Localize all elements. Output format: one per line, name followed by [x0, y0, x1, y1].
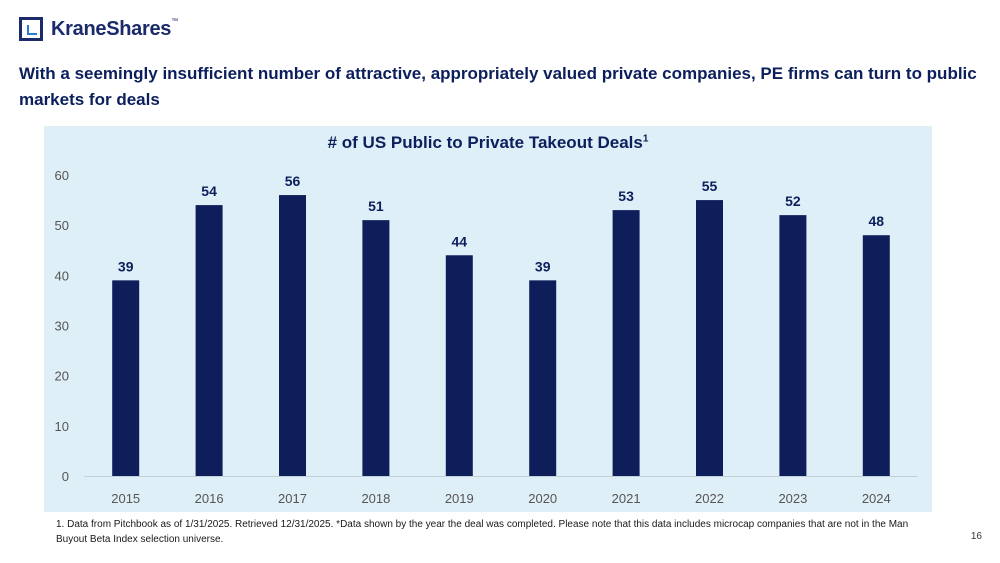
x-tick-label: 2018 — [361, 491, 390, 506]
data-label-2016: 54 — [201, 183, 217, 199]
bar-2024 — [862, 235, 890, 476]
chart-title: # of US Public to Private Takeout Deals1 — [0, 133, 976, 153]
brand-logo: KraneShares™ — [19, 17, 178, 41]
data-label-2023: 52 — [785, 193, 801, 209]
y-tick-label: 40 — [55, 268, 69, 283]
brand-name: KraneShares™ — [51, 17, 178, 40]
data-label-2015: 39 — [118, 258, 134, 274]
x-tick-label: 2021 — [612, 491, 641, 506]
x-tick-label: 2015 — [111, 491, 140, 506]
x-tick-label: 2022 — [695, 491, 724, 506]
y-tick-label: 0 — [62, 469, 69, 484]
data-label-2022: 55 — [702, 178, 718, 194]
data-label-2017: 56 — [285, 173, 301, 189]
y-tick-label: 50 — [55, 218, 69, 233]
y-tick-label: 20 — [55, 369, 69, 384]
data-label-2024: 48 — [869, 213, 885, 229]
bar-2016 — [195, 205, 223, 476]
data-label-2021: 53 — [618, 188, 634, 204]
footnote: 1. Data from Pitchbook as of 1/31/2025. … — [56, 519, 909, 545]
x-tick-label: 2024 — [862, 491, 891, 506]
bar-2022 — [696, 200, 723, 477]
bar-2020 — [529, 280, 557, 476]
logo-icon — [19, 17, 43, 41]
bar-2018 — [362, 220, 390, 476]
y-tick-label: 60 — [55, 168, 69, 183]
bar-2023 — [779, 215, 807, 476]
x-tick-label: 2023 — [778, 491, 807, 506]
x-tick-label: 2020 — [528, 491, 557, 506]
data-label-2018: 51 — [368, 198, 384, 214]
chart-title-text: # of US Public to Private Takeout Deals — [327, 133, 643, 152]
x-tick-label: 2017 — [278, 491, 307, 506]
trademark-symbol: ™ — [171, 17, 178, 25]
page-number: 16 — [970, 531, 982, 542]
bar-2017 — [279, 195, 306, 477]
slide-headline: With a seemingly insufficient number of … — [19, 64, 977, 109]
bar-2021 — [612, 210, 640, 476]
chart-title-footnote-marker: 1 — [642, 133, 649, 145]
x-tick-label: 2019 — [445, 491, 474, 506]
data-label-2020: 39 — [535, 258, 551, 274]
bar-2015 — [112, 280, 140, 476]
y-tick-label: 10 — [55, 419, 69, 434]
y-tick-label: 30 — [55, 319, 69, 334]
data-label-2019: 44 — [452, 233, 468, 249]
bar-2019 — [445, 255, 473, 476]
x-tick-label: 2016 — [195, 491, 224, 506]
